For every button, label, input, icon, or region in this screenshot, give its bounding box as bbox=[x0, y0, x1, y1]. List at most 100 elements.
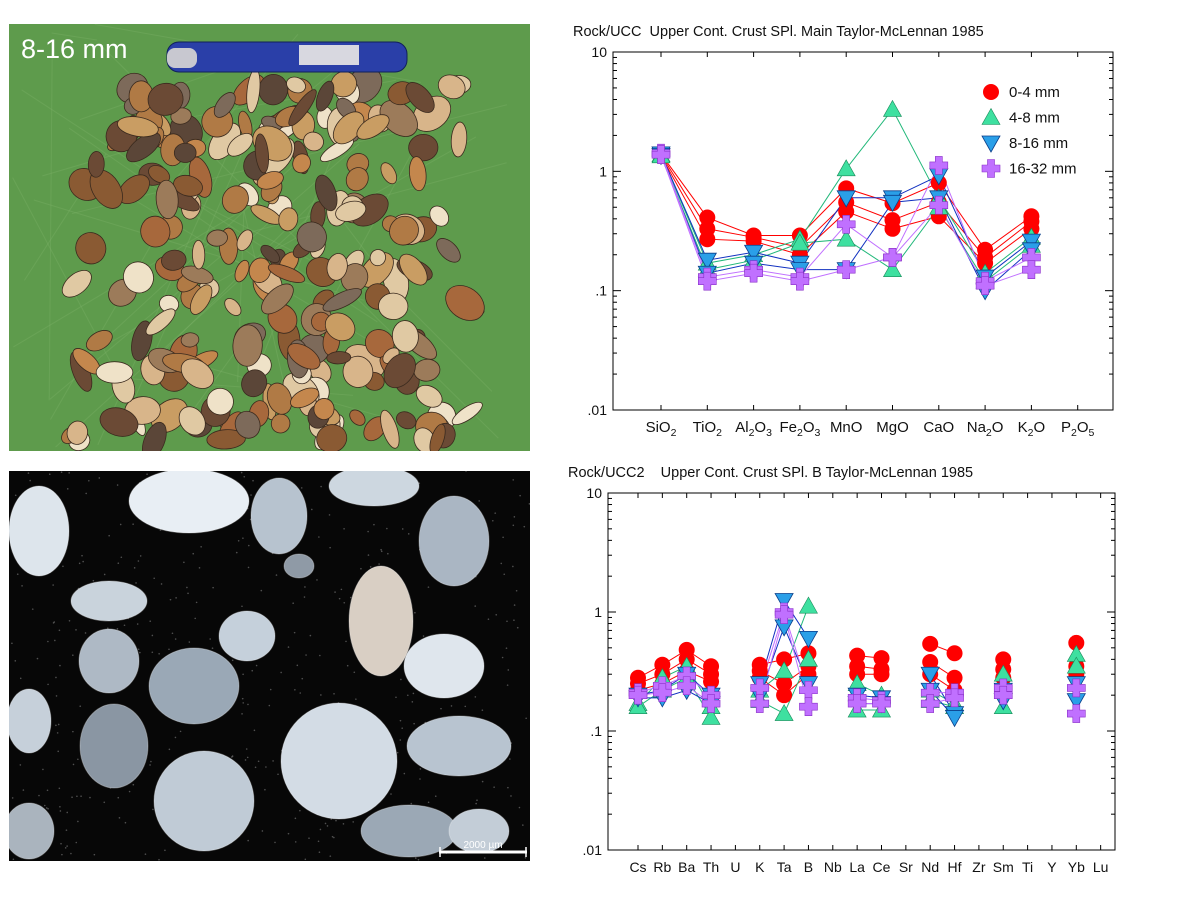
matrix-speck bbox=[501, 656, 504, 659]
matrix-speck bbox=[211, 647, 214, 649]
matrix-speck bbox=[492, 519, 494, 522]
pebble bbox=[261, 283, 294, 315]
pebble bbox=[399, 253, 428, 286]
matrix-speck bbox=[294, 817, 297, 820]
matrix-speck bbox=[58, 787, 61, 790]
quartz-grain bbox=[218, 610, 276, 662]
quartz-grain bbox=[148, 647, 240, 725]
pebble bbox=[173, 142, 197, 163]
matrix-speck bbox=[427, 586, 430, 588]
matrix-speck bbox=[152, 808, 154, 811]
matrix-speck bbox=[251, 669, 254, 672]
marker-triangle-down bbox=[697, 252, 717, 271]
pebble bbox=[290, 387, 320, 409]
x-tick-label: Ti bbox=[1022, 859, 1033, 875]
matrix-speck bbox=[373, 523, 375, 526]
matrix-speck bbox=[88, 479, 90, 482]
matrix-speck bbox=[62, 565, 64, 568]
matrix-speck bbox=[21, 585, 23, 587]
pebble bbox=[192, 239, 206, 270]
matrix-speck bbox=[19, 677, 22, 680]
pebble bbox=[324, 312, 356, 342]
matrix-speck bbox=[493, 786, 495, 788]
quartz-grain bbox=[70, 580, 148, 622]
pebble bbox=[415, 384, 443, 408]
marker-triangle-up bbox=[774, 703, 794, 721]
matrix-speck bbox=[386, 527, 388, 530]
pebble bbox=[389, 215, 419, 246]
matrix-speck bbox=[120, 556, 123, 559]
x-tick-label: TiO2 bbox=[693, 419, 723, 439]
matrix-speck bbox=[241, 605, 243, 608]
matrix-speck bbox=[56, 732, 59, 734]
matrix-speck bbox=[401, 727, 403, 729]
y-tick-label: .01 bbox=[583, 842, 603, 858]
pebble bbox=[99, 407, 139, 437]
matrix-speck bbox=[54, 639, 56, 642]
matrix-speck bbox=[503, 573, 506, 576]
quartz-grain bbox=[280, 702, 398, 820]
pebble bbox=[436, 238, 461, 263]
matrix-speck bbox=[294, 841, 297, 843]
matrix-speck bbox=[414, 611, 416, 614]
pebble bbox=[396, 411, 417, 430]
matrix-speck bbox=[240, 471, 243, 474]
matrix-speck bbox=[14, 494, 17, 497]
x-tick-label: B bbox=[804, 859, 813, 875]
matrix-speck bbox=[516, 626, 519, 629]
marker-plus bbox=[744, 263, 763, 283]
pebble bbox=[148, 165, 171, 184]
matrix-speck bbox=[198, 567, 201, 569]
marker-plus bbox=[701, 694, 721, 713]
matrix-speck bbox=[242, 537, 244, 539]
marker-triangle-up bbox=[790, 233, 810, 251]
matrix-speck bbox=[320, 485, 322, 488]
pebble bbox=[66, 420, 88, 445]
matrix-speck bbox=[132, 523, 134, 525]
pebble bbox=[213, 92, 236, 118]
matrix-speck bbox=[16, 573, 19, 576]
matrix-speck bbox=[103, 573, 106, 576]
matrix-speck bbox=[299, 692, 302, 694]
matrix-speck bbox=[495, 614, 498, 616]
matrix-speck bbox=[183, 561, 185, 564]
pebble bbox=[303, 131, 324, 152]
matrix-speck bbox=[410, 802, 413, 805]
matrix-speck bbox=[169, 598, 172, 601]
matrix-speck bbox=[367, 530, 369, 533]
pebble bbox=[224, 298, 242, 316]
matrix-speck bbox=[353, 671, 356, 674]
y-tick-label: 10 bbox=[591, 44, 607, 60]
matrix-speck bbox=[247, 703, 249, 706]
matrix-speck bbox=[19, 764, 22, 766]
matrix-speck bbox=[257, 760, 260, 763]
quartz-grain bbox=[406, 715, 512, 777]
pebble bbox=[178, 406, 206, 436]
x-tick-label: Th bbox=[703, 859, 719, 875]
matrix-speck bbox=[512, 524, 515, 527]
matrix-speck bbox=[272, 760, 274, 762]
matrix-speck bbox=[98, 477, 101, 479]
series-line bbox=[637, 665, 712, 707]
pebble bbox=[349, 409, 366, 426]
matrix-speck bbox=[11, 642, 13, 645]
quartz-grain bbox=[283, 553, 315, 579]
x-tick-label: U bbox=[730, 859, 740, 875]
pebble bbox=[378, 292, 409, 320]
matrix-speck bbox=[301, 677, 304, 680]
matrix-speck bbox=[418, 482, 421, 484]
matrix-speck bbox=[494, 512, 497, 514]
marker-circle bbox=[983, 84, 999, 100]
pen-clip-band bbox=[299, 45, 359, 65]
matrix-speck bbox=[72, 763, 75, 766]
series-line bbox=[638, 689, 712, 705]
pebble bbox=[85, 330, 113, 352]
matrix-speck bbox=[241, 713, 243, 715]
matrix-speck bbox=[300, 487, 303, 489]
pebble bbox=[451, 401, 483, 426]
matrix-speck bbox=[84, 632, 87, 634]
matrix-speck bbox=[355, 698, 357, 700]
matrix-speck bbox=[171, 632, 174, 635]
matrix-speck bbox=[93, 853, 96, 856]
matrix-speck bbox=[329, 855, 332, 857]
